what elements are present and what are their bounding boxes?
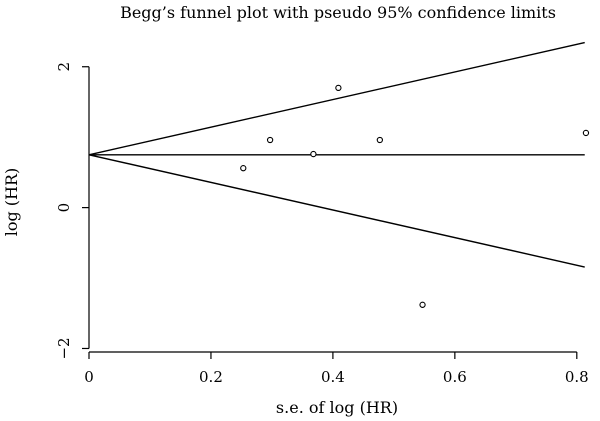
x-tick-label: 0.4	[321, 368, 345, 386]
y-axis-label: log (HR)	[2, 168, 21, 237]
study-point	[582, 129, 590, 137]
x-ticks: 0 0.2 0.4 0.6 0.8	[84, 352, 589, 386]
y-tick-label: 0	[55, 203, 73, 213]
upper-confidence-limit-line	[88, 41, 585, 156]
x-tick-label: 0.6	[443, 368, 467, 386]
lower-confidence-limit-line	[88, 154, 585, 268]
study-point	[266, 136, 274, 144]
axes: 0 0.2 0.4 0.6 0.8 2 0 −2	[55, 62, 589, 386]
x-axis-label: s.e. of log (HR)	[276, 398, 398, 417]
data-points	[240, 84, 590, 308]
x-tick-label: 0.8	[565, 368, 589, 386]
y-ticks: 2 0 −2	[55, 62, 89, 360]
chart-title: Begg’s funnel plot with pseudo 95% confi…	[120, 3, 556, 22]
funnel-lines	[88, 41, 585, 268]
x-tick-label: 0.2	[199, 368, 223, 386]
y-tick-label: −2	[55, 337, 73, 359]
study-point	[419, 301, 426, 308]
study-point	[335, 84, 342, 92]
study-point	[376, 136, 384, 144]
y-tick-label: 2	[55, 62, 73, 72]
x-tick-label: 0	[84, 368, 94, 386]
study-point	[240, 165, 247, 172]
study-point	[310, 150, 317, 158]
